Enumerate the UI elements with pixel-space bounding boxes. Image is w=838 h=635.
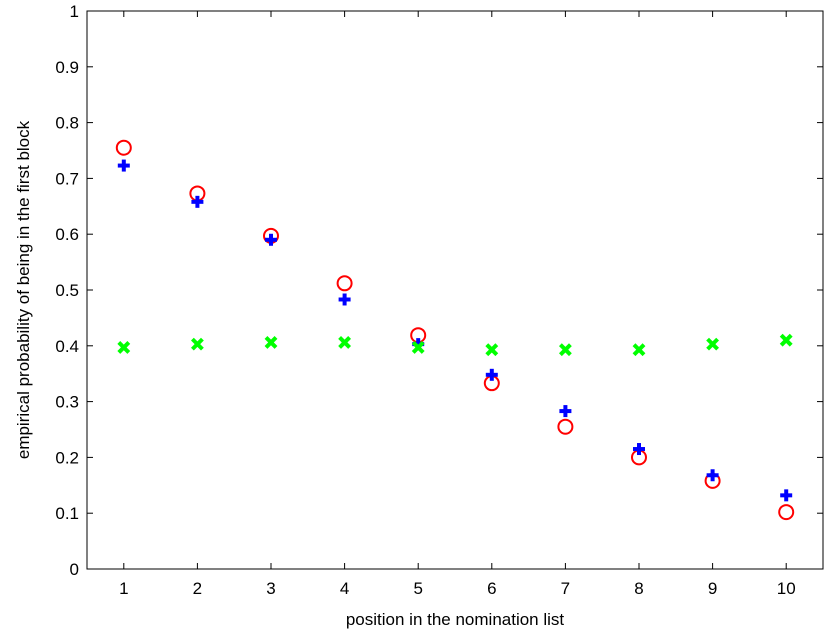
data-point-plus xyxy=(265,233,277,246)
x-tick-label: 10 xyxy=(777,579,796,598)
x-tick-label: 1 xyxy=(119,579,128,598)
data-point-plus xyxy=(780,489,793,502)
y-tick-label: 0.7 xyxy=(55,169,79,188)
y-axis-ticks: 0 0.1 0.2 0.3 0.4 0.5 0.6 0.7 0.8 0.9 1 xyxy=(55,2,823,579)
data-point-plus xyxy=(485,368,498,381)
data-point-cross xyxy=(117,341,131,354)
data-point-circle xyxy=(115,139,132,156)
data-point-circle xyxy=(557,418,574,435)
data-point-plus xyxy=(633,443,645,456)
data-point-plus xyxy=(706,469,719,482)
y-tick-label: 0.9 xyxy=(55,58,79,77)
y-tick-label: 0.6 xyxy=(55,225,79,244)
y-tick-label: 0.1 xyxy=(55,504,79,523)
x-axis-ticks: 1 2 3 4 5 6 7 8 9 10 xyxy=(119,11,796,598)
y-tick-label: 0.3 xyxy=(55,393,79,412)
y-tick-label: 0.5 xyxy=(55,281,79,300)
x-tick-label: 3 xyxy=(266,579,275,598)
data-point-plus xyxy=(338,293,351,306)
data-points xyxy=(115,139,795,521)
data-point-plus xyxy=(559,405,572,418)
x-tick-label: 2 xyxy=(193,579,202,598)
data-point-cross xyxy=(706,337,720,351)
data-point-cross xyxy=(264,336,278,349)
plot-area xyxy=(86,10,824,570)
x-tick-label: 6 xyxy=(487,579,496,598)
x-tick-label: 5 xyxy=(413,579,422,598)
data-point-cross xyxy=(632,343,646,357)
y-tick-label: 0.4 xyxy=(55,337,79,356)
y-tick-label: 1 xyxy=(70,2,79,21)
data-point-cross xyxy=(558,343,572,357)
y-tick-label: 0.2 xyxy=(55,448,79,467)
data-point-circle xyxy=(778,504,795,521)
x-tick-label: 8 xyxy=(634,579,643,598)
x-tick-label: 4 xyxy=(340,579,349,598)
data-point-cross xyxy=(779,333,793,347)
y-axis-label: empirical probability of being in the fi… xyxy=(14,120,33,459)
x-tick-label: 7 xyxy=(561,579,570,598)
y-tick-label: 0 xyxy=(70,560,79,579)
data-point-cross xyxy=(190,337,204,351)
data-point-plus xyxy=(191,195,204,208)
x-tick-label: 9 xyxy=(708,579,717,598)
y-tick-label: 0.8 xyxy=(55,114,79,133)
data-point-circle xyxy=(336,275,353,292)
data-point-plus xyxy=(117,159,130,172)
x-axis-label: position in the nomination list xyxy=(346,610,565,629)
data-point-cross xyxy=(338,336,352,349)
data-point-cross xyxy=(485,343,499,357)
data-point-cross xyxy=(411,341,425,354)
